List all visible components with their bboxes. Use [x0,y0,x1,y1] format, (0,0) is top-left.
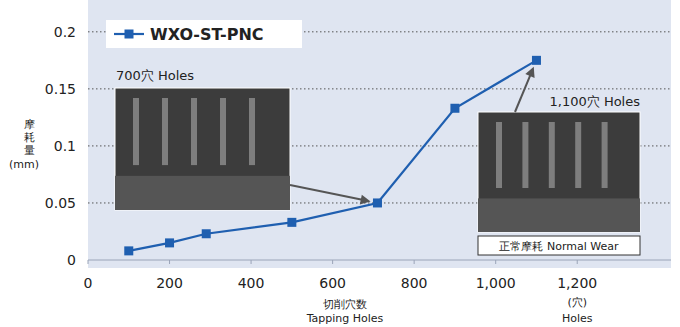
x-label: Tapping Holes [306,312,384,325]
x-tick [577,260,578,264]
photo-detail [522,122,528,188]
x-tick-label: 400 [238,275,265,291]
photo-detail [496,122,502,188]
x-tick [495,260,496,264]
y-tick-label: 0 [67,252,76,268]
series-line [129,60,537,251]
x-tick-label: 600 [319,275,346,291]
x-tick-label: 1,000 [476,275,516,291]
y-label: (mm) [9,158,39,171]
photo-detail [249,98,255,165]
marker [287,218,296,227]
photo-detail [162,98,168,165]
data-group [124,56,541,256]
x-tick-label: 800 [401,275,428,291]
marker [124,246,133,255]
x-tick [88,260,89,264]
arrow [515,72,531,112]
legend-label: WXO-ST-PNC [150,25,264,44]
annotation: 700穴 Holes [116,68,194,83]
x-tick [251,260,252,264]
x-unit: (穴) [567,296,587,309]
annotation: 正常摩耗 Normal Wear [499,240,619,253]
chart: 0 0.05 0.1 0.15 0.2 0 200 400 600 800 1,000 1,200 切削… [0,0,680,327]
annotation: 1,100穴 Holes [550,94,641,109]
y-tick-label: 0.2 [54,24,76,40]
photo-detail [549,122,555,188]
arrow-head [360,195,371,205]
x-tick [332,260,333,264]
photo-detail [115,176,290,210]
x-unit: Holes [562,312,593,325]
photo-detail [575,122,581,188]
marker [450,104,459,113]
legend-box [106,20,302,48]
photo-frame [115,88,290,210]
x-tick-label: 200 [156,275,183,291]
x-tick [414,260,415,264]
x-tick-label: 0 [84,275,93,291]
x-label: 切削穴数 [323,298,367,311]
y-label: 摩耗量 [24,118,35,157]
x-tick-label: 1,200 [557,275,597,291]
marker [202,229,211,238]
marker [373,198,382,207]
photo-detail [220,98,226,165]
x-axis-line [88,260,671,261]
plot-background [88,0,671,268]
annotation-box [478,236,640,255]
marker [532,56,541,65]
photo-detail [602,122,608,188]
photo [478,112,640,232]
legend-marker [125,30,134,39]
y-tick-label: 0.05 [45,195,76,211]
y-tick-label: 0.15 [45,81,76,97]
marker [165,238,174,247]
x-tick [169,260,170,264]
y-tick-label: 0.1 [54,138,76,154]
arrow [290,185,365,200]
photo-frame [478,112,640,232]
photo-detail [191,98,197,165]
photo [115,88,290,210]
legend: WXO-ST-PNC [106,20,302,48]
photo-detail [133,98,139,165]
photo-detail [478,198,640,232]
arrow-head [525,67,534,78]
